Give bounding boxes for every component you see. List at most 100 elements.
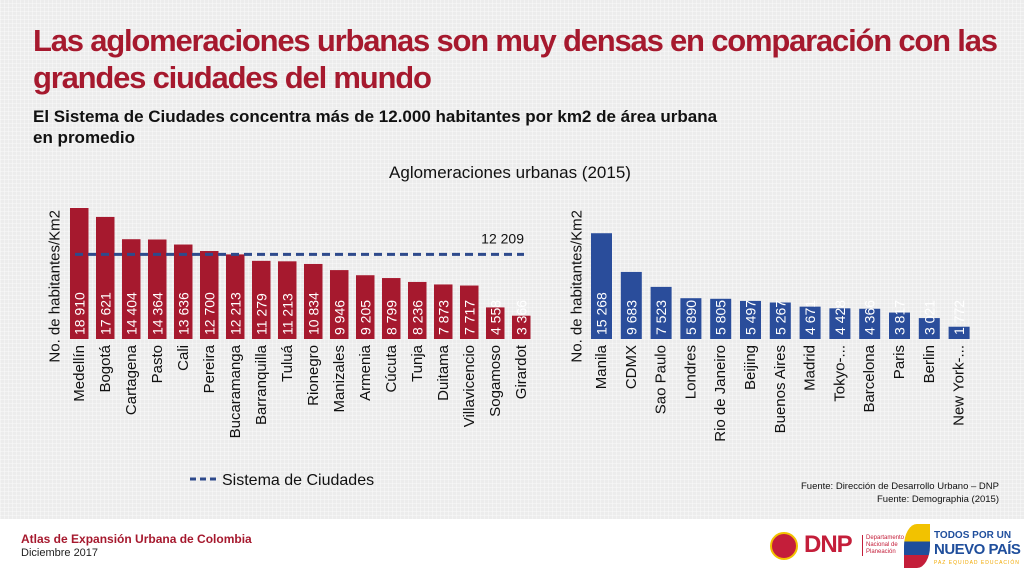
colombia-bar [356,275,375,339]
source-dnp: Fuente: Dirección de Desarrollo Urbano –… [800,481,999,492]
colombia-category-label: Tunja [409,344,426,382]
colombia-category-label: Cúcuta [383,344,400,392]
subtitle-line-2: en promedio [33,128,136,147]
sources: Fuente: Dirección de Desarrollo Urbano –… [801,480,999,506]
footer-title: Atlas de Expansión Urbana de Colombia [21,532,252,546]
world-value-label: 1 772 [951,300,967,335]
colombia-bar [486,307,505,339]
colombia-value-label: 11 279 [253,293,269,335]
world-category-label: Beijing [742,345,759,390]
colombia-category-label: Bucaramanga [227,344,244,438]
colombia-value-label: 12 700 [201,292,217,335]
world-category-label: Londres [682,345,699,399]
colombia-category-label: Pereira [201,344,218,393]
colombia-seal-icon [770,532,798,560]
world-bar [859,308,881,339]
world-value-label: 5 890 [683,300,699,335]
chart-title: Aglomeraciones urbanas (2015) [389,163,631,182]
colombia-category-label: Manizales [331,345,348,413]
world-value-label: 3 021 [921,300,937,335]
colombia-category-label: Pasto [149,345,166,383]
colombia-category-label: Barranquilla [253,344,270,425]
page-title: Las aglomeraciones urbanas son muy densa… [33,23,998,95]
world-category-label: Madrid [802,345,819,391]
colombia-value-label: 3 366 [513,300,529,335]
world-value-label: 3 817 [892,300,908,335]
colombia-category-label: Rionegro [305,345,322,406]
colombia-category-label: Armenia [357,344,374,401]
world-value-label: 5 267 [772,300,788,335]
legend-label: Sistema de Ciudades [222,472,374,489]
world-value-label: 7 523 [653,300,669,335]
colombia-value-label: 8 236 [409,300,425,335]
world-bar [948,326,970,339]
world-category-label: Sao Paulo [653,345,670,414]
world-bar [889,312,910,339]
colombia-value-label: 12 213 [227,292,243,335]
world-category-label: Rio de Janeiro [712,345,729,442]
world-category-label: Tokyo-... [831,345,848,402]
colombia-category-label: Cali [175,345,192,371]
world-value-label: 9 683 [623,300,639,335]
colombia-category-label: Duitama [435,344,452,401]
gov-logo-line-3: PAZ EQUIDAD EDUCACIÓN [934,560,1020,566]
world-value-label: 5 805 [713,300,729,335]
dnp-logo-subtext: Departamento Nacional de Planeación [862,535,910,556]
government-logo: TODOS POR UN NUEVO PAÍS PAZ EQUIDAD EDUC… [904,520,1022,576]
world-category-label: Barcelona [861,344,878,412]
colombia-category-label: Sogamoso [487,345,504,417]
world-category-label: Paris [891,345,908,379]
colombia-bar [512,315,531,339]
world-category-label: Manila [593,344,610,389]
colombia-category-label: Bogotá [97,344,114,392]
world-bar [650,286,672,339]
colombia-value-label: 8 799 [383,300,399,335]
world-bar [620,271,642,339]
colombia-bar [174,244,193,339]
colombia-value-label: 13 636 [175,292,191,335]
colombia-category-label: Villavicencio [461,345,478,427]
world-category-label: CDMX [623,345,640,389]
world-bar [740,300,761,339]
world-value-label: 5 497 [743,300,759,335]
world-bar [918,318,940,339]
colombia-value-label: 7 717 [461,300,477,335]
page-subtitle: El Sistema de Ciudades concentra más de … [33,106,833,148]
colombia-value-label: 14 404 [123,292,139,335]
world-bar [710,298,732,339]
world-value-label: 15 268 [594,292,610,335]
colombia-category-label: Cartagena [123,344,140,415]
world-bar [591,233,612,339]
world-y-axis-label: No. de habitantes/Km2 [569,210,586,363]
colombia-value-label: 10 834 [305,292,321,335]
colombia-bar [122,239,141,339]
colombia-value-label: 18 910 [71,292,87,335]
colombia-bar [434,284,453,339]
gov-logo-line-2: NUEVO PAÍS [934,541,1021,558]
colombia-category-label: Girardot [513,344,530,399]
colombia-bar [278,261,297,339]
world-bar [799,306,821,339]
subtitle-line-1: El Sistema de Ciudades concentra más de … [33,107,718,126]
colombia-value-label: 11 213 [279,293,295,335]
colombia-category-label: Tuluá [279,344,296,382]
footer-band [0,519,1024,576]
world-category-label: Berlin [921,345,938,383]
colombia-bar [408,281,427,339]
colombia-value-label: 7 873 [435,300,451,335]
world-value-label: 4 366 [862,300,878,335]
colombia-value-label: 4 558 [487,300,503,335]
world-value-label: 4 671 [802,300,818,335]
colombia-value-label: 14 364 [149,292,165,335]
colombia-category-label: Medellín [71,345,88,402]
flag-swoosh-icon [904,524,930,568]
colombia-bar [148,239,167,339]
density-chart: No. de habitantes/Km2 18 910 Medellín 17 62… [47,208,970,489]
world-bar [680,298,702,339]
colombia-bar [460,285,479,339]
world-category-label: Buenos Aires [772,345,789,433]
colombia-value-label: 9 205 [357,300,373,335]
world-bar [769,302,791,339]
colombia-bar [96,216,115,339]
footer-date: Diciembre 2017 [21,547,99,559]
